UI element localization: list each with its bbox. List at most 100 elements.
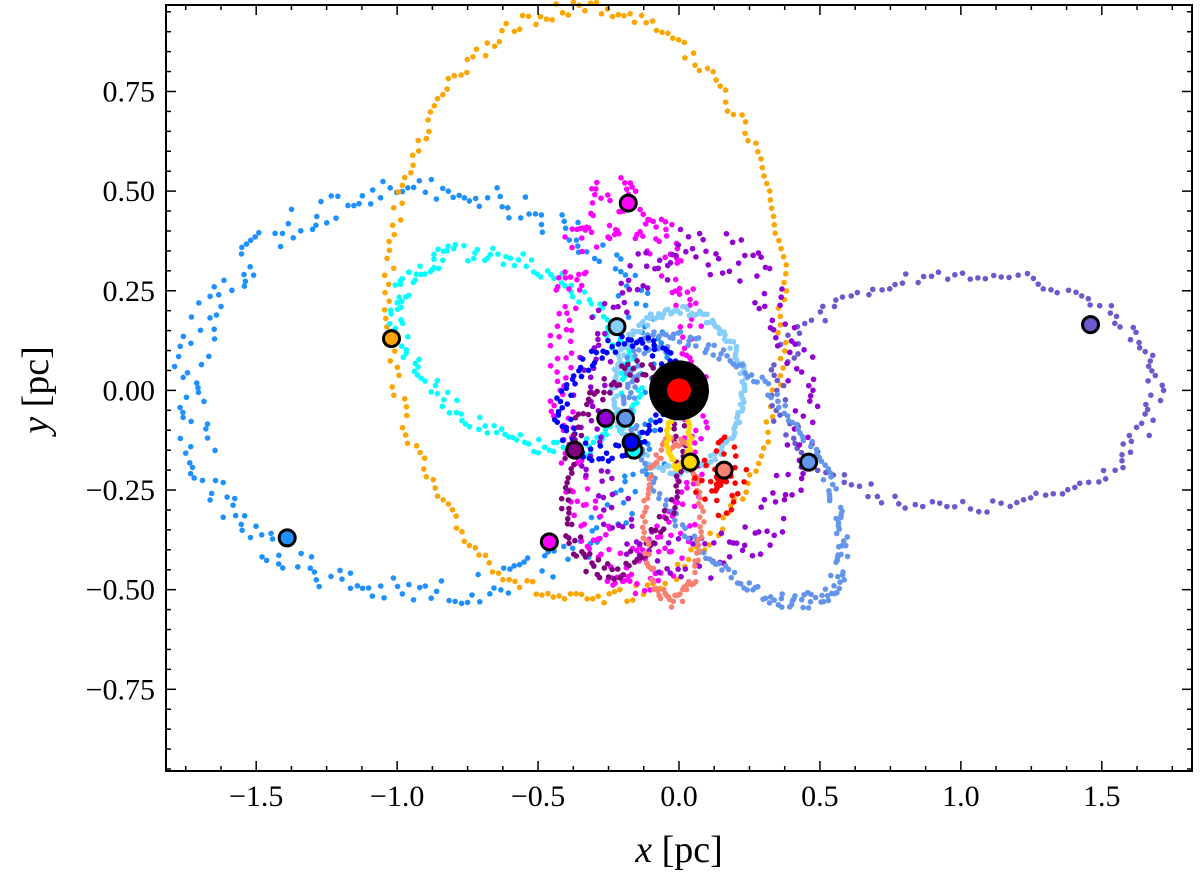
orbit-point — [1072, 484, 1078, 491]
orbit-point — [769, 402, 775, 409]
orbit-point — [831, 582, 837, 589]
orbit-point — [655, 548, 662, 555]
orbit-point — [777, 355, 784, 362]
orbit-point — [241, 283, 248, 289]
orbit-point — [697, 523, 703, 530]
orbit-point — [773, 334, 779, 341]
orbit-point — [838, 551, 844, 558]
orbit-point — [638, 391, 645, 398]
orbit-point — [869, 286, 876, 293]
orbit-point — [696, 494, 703, 501]
orbit-point — [739, 547, 746, 554]
orbit-point — [347, 585, 354, 592]
orbit-point — [753, 140, 759, 146]
orbit-point — [662, 580, 668, 587]
orbit-point — [615, 293, 622, 299]
orbit-point — [562, 225, 569, 232]
orbit-point — [843, 542, 849, 549]
orbit-point — [511, 28, 518, 35]
orbit-point — [538, 221, 545, 228]
orbit-point — [982, 275, 989, 282]
orbit-point — [701, 457, 708, 464]
orbit-point — [636, 347, 642, 353]
orbit-point — [571, 461, 577, 468]
orbit-point — [515, 257, 522, 263]
orbit-point — [446, 410, 453, 416]
orbit-point — [764, 528, 770, 535]
orbit-point — [323, 220, 330, 226]
orbit-point — [638, 336, 644, 343]
orbit-point — [535, 449, 542, 456]
orbit-point — [1112, 320, 1118, 327]
orbit-point — [632, 272, 639, 279]
orbit-point — [719, 270, 726, 276]
orbit-point — [568, 465, 574, 472]
orbit-point — [561, 218, 568, 225]
orbit-point — [819, 592, 825, 599]
orbit-point — [902, 271, 909, 277]
orbit-point — [615, 341, 622, 347]
orbit-point — [656, 513, 663, 520]
orbit-point — [311, 569, 318, 575]
orbit-point — [721, 451, 727, 457]
orbit-point — [833, 515, 840, 522]
orbit-point — [695, 542, 702, 548]
orbit-point — [241, 512, 248, 519]
orbit-point — [554, 369, 560, 375]
orbit-point — [629, 510, 635, 517]
orbit-point — [656, 495, 662, 502]
orbit-point — [784, 442, 791, 448]
orbit-point — [351, 202, 357, 209]
orbit-point — [682, 55, 688, 61]
orbit-point — [509, 434, 516, 441]
orbit-point — [1160, 387, 1167, 394]
axis-ticks — [166, 5, 1192, 771]
orbit-blue-marker — [621, 432, 641, 452]
orbit-point — [793, 365, 800, 372]
orbit-point — [1085, 295, 1092, 302]
orbit-point — [721, 336, 728, 343]
orbit-point — [654, 523, 660, 530]
orbit-point — [800, 470, 806, 477]
orbit-point — [582, 7, 588, 14]
orbit-point — [645, 541, 652, 548]
orbit-point — [915, 279, 921, 286]
orbit-point — [563, 355, 569, 361]
orbit-point — [1127, 449, 1134, 456]
orbit-point — [232, 512, 239, 519]
orbit-point — [187, 470, 194, 477]
orbit-point — [187, 443, 194, 450]
orbit-point — [600, 521, 607, 528]
orbit-point — [207, 315, 213, 321]
orbit-point — [678, 573, 684, 580]
orbit-point — [188, 314, 195, 320]
orbit-point — [646, 427, 653, 434]
orbit-point — [769, 413, 776, 420]
orbit-point — [1042, 492, 1049, 498]
orbit-point — [377, 583, 384, 589]
orbit-point — [663, 226, 669, 233]
orbit-point — [837, 504, 844, 511]
orbit-point — [637, 541, 643, 547]
orbit-point — [728, 506, 735, 513]
orbit-point — [482, 423, 489, 429]
orbit-point — [399, 320, 406, 327]
orbit-point — [1014, 499, 1020, 506]
orbit-point — [713, 448, 720, 454]
orbit-point — [555, 412, 562, 418]
orbit-point — [912, 501, 919, 508]
orbit-point — [835, 573, 841, 580]
orbit-point — [687, 446, 693, 452]
orbit-point — [743, 489, 750, 495]
orbit-point — [231, 495, 238, 502]
orbit-point — [328, 193, 335, 199]
orbit-point — [454, 397, 460, 404]
y-axis-label: y [pc] — [15, 346, 57, 438]
orbit-point — [572, 414, 579, 421]
orbit-point — [1030, 275, 1037, 282]
orbit-point — [721, 329, 727, 335]
orbit-point — [663, 497, 670, 503]
orbit-point — [229, 287, 235, 294]
orbit-point — [562, 234, 568, 240]
x-tick-label: −0.5 — [511, 780, 565, 813]
